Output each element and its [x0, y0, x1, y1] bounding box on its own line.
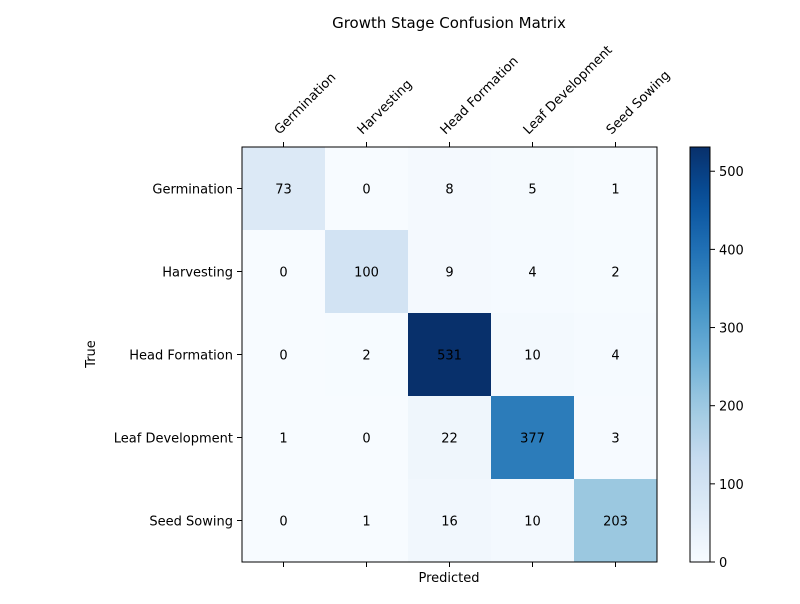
y-axis-label: True — [84, 340, 99, 369]
x-axis-label: Predicted — [418, 571, 479, 586]
y-tick-label: Harvesting — [162, 266, 233, 281]
y-tick-label: Germination — [152, 183, 233, 198]
heatmap-cell — [325, 479, 408, 562]
heatmap-cell — [574, 313, 657, 396]
colorbar: 0 100 200 300 400 500 — [689, 146, 744, 571]
heatmap-cell — [408, 396, 491, 479]
colorbar-tick-label: 400 — [719, 243, 744, 258]
x-tick-label: Head Formation — [438, 54, 522, 138]
cell-value-label: 22 — [441, 432, 458, 447]
cell-value-label: 1 — [362, 515, 370, 530]
cell-value-label: 73 — [275, 183, 292, 198]
colorbar-tick-label: 300 — [719, 322, 744, 337]
cell-value-label: 0 — [279, 266, 287, 281]
y-tick-label: Head Formation — [129, 349, 233, 364]
x-tick-label: Harvesting — [355, 77, 416, 138]
cell-value-label: 0 — [362, 432, 370, 447]
heatmap-cell — [242, 313, 325, 396]
x-tick-label: Germination — [272, 70, 340, 138]
cell-value-label: 3 — [611, 432, 619, 447]
heatmap-cell — [325, 396, 408, 479]
heatmap-cell — [242, 147, 325, 230]
y-tick-label: Leaf Development — [114, 432, 233, 447]
cell-value-labels: 73 0 8 5 10 100 9 4 20 2 531 10 41 0 22 377 30 1 16 10 203 — [275, 183, 628, 530]
heatmap-cell — [574, 396, 657, 479]
cell-value-label: 4 — [611, 349, 619, 364]
cell-value-label: 10 — [524, 515, 541, 530]
cell-value-label: 377 — [520, 432, 545, 447]
heatmap-cell — [491, 396, 574, 479]
cell-value-label: 1 — [611, 183, 619, 198]
cell-value-label: 10 — [524, 349, 541, 364]
cell-value-label: 4 — [528, 266, 536, 281]
cell-value-label: 203 — [603, 515, 628, 530]
x-tick-label: Leaf Development — [521, 43, 616, 138]
heatmap-cell — [408, 313, 491, 396]
chart-title: Growth Stage Confusion Matrix — [332, 14, 566, 32]
heatmap-cell — [574, 230, 657, 313]
colorbar-tick-label: 0 — [719, 556, 727, 571]
cell-value-label: 100 — [354, 266, 379, 281]
cell-value-label: 531 — [437, 349, 462, 364]
cell-value-label: 0 — [362, 183, 370, 198]
heatmap-cell — [408, 479, 491, 562]
heatmap-cell — [574, 479, 657, 562]
heatmap-cells — [241, 146, 658, 563]
heatmap-cell — [574, 147, 657, 230]
heatmap-cell — [491, 313, 574, 396]
colorbar-gradient — [689, 146, 711, 563]
heatmap-cell — [491, 479, 574, 562]
heatmap-cell — [408, 147, 491, 230]
cell-value-label: 2 — [362, 349, 370, 364]
cell-value-label: 2 — [611, 266, 619, 281]
heatmap-cell — [242, 479, 325, 562]
x-tick-label: Seed Sowing — [604, 68, 674, 138]
cell-value-label: 16 — [441, 515, 458, 530]
y-axis-ticks: Germination Harvesting Head Formation Leaf … — [114, 183, 242, 530]
heatmap-cell — [325, 147, 408, 230]
y-tick-label: Seed Sowing — [149, 515, 233, 530]
heatmap-cell — [325, 230, 408, 313]
colorbar-tick-label: 500 — [719, 165, 744, 180]
heatmap-cell — [491, 230, 574, 313]
heatmap-cell — [491, 147, 574, 230]
cell-value-label: 8 — [445, 183, 453, 198]
colorbar-tick-label: 100 — [719, 478, 744, 493]
heatmap-cell — [242, 396, 325, 479]
cell-value-label: 0 — [279, 515, 287, 530]
heatmap-cell — [325, 313, 408, 396]
cell-value-label: 5 — [528, 183, 536, 198]
heatmap-cell — [408, 230, 491, 313]
cell-value-label: 1 — [279, 432, 287, 447]
cell-value-label: 0 — [279, 349, 287, 364]
colorbar-tick-label: 200 — [719, 400, 744, 415]
heatmap-cell — [242, 230, 325, 313]
cell-value-label: 9 — [445, 266, 453, 281]
